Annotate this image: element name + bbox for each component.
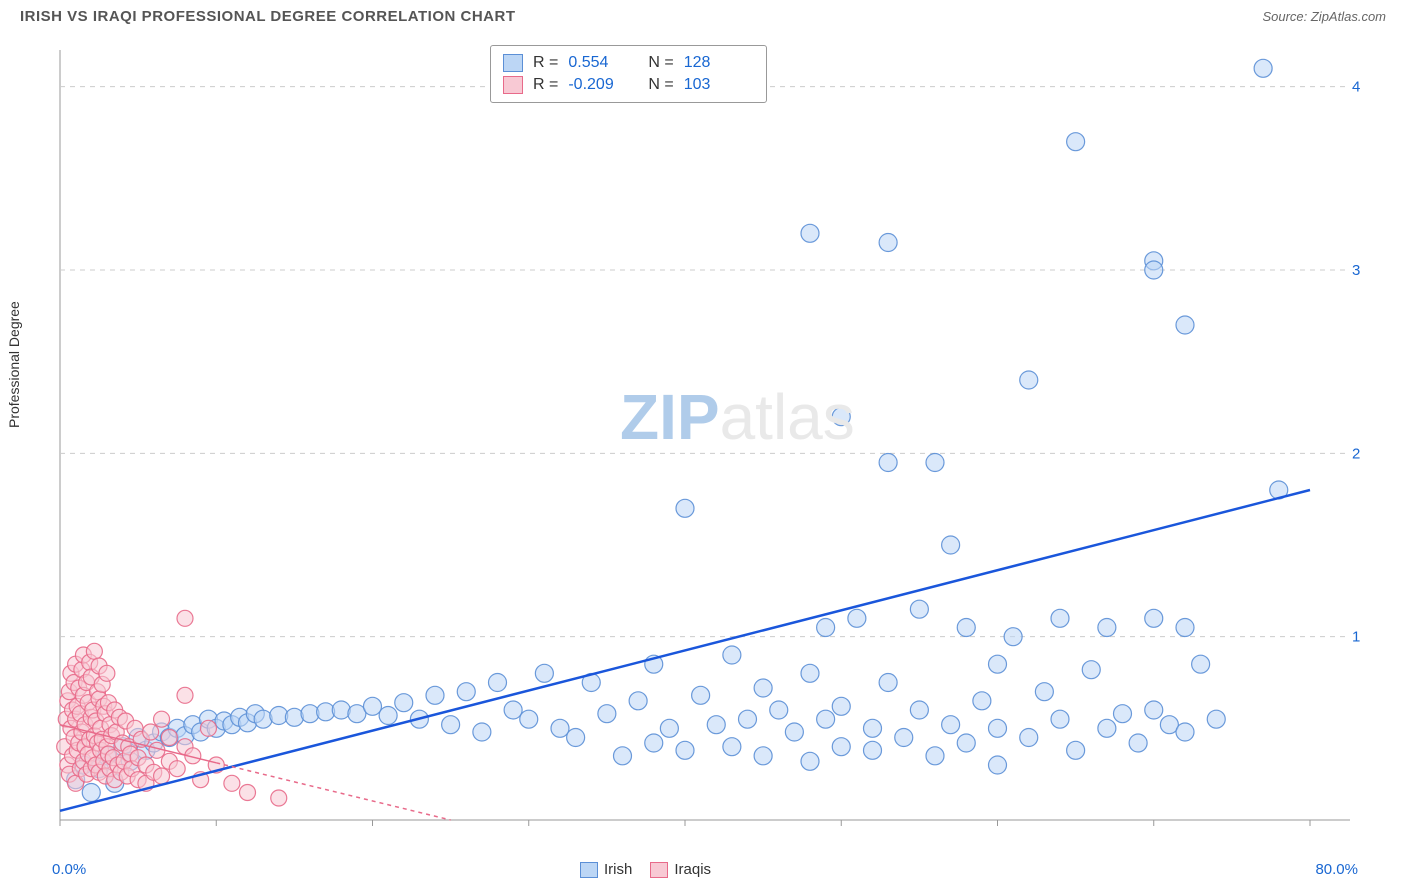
legend-swatch <box>580 862 598 878</box>
legend-n-value: 128 <box>684 54 754 72</box>
chart-area: 10.0% 20.0% 30.0% 40.0% <box>50 40 1360 850</box>
legend-swatch <box>650 862 668 878</box>
legend-swatch <box>503 76 523 94</box>
legend-swatch <box>503 54 523 72</box>
legend-label: Irish <box>604 861 632 878</box>
x-axis-max-label: 80.0% <box>1315 861 1358 878</box>
svg-text:40.0%: 40.0% <box>1352 79 1360 96</box>
legend-row: R = -0.209 N = 103 <box>503 74 754 96</box>
legend-r-value: 0.554 <box>568 54 638 72</box>
source-label: Source: ZipAtlas.com <box>1262 9 1386 24</box>
legend-item: Irish <box>580 861 632 878</box>
legend-r-value: -0.209 <box>568 76 638 94</box>
legend-r-label: R = <box>533 54 558 72</box>
legend-n-label: N = <box>648 54 673 72</box>
x-axis-min-label: 0.0% <box>52 861 86 878</box>
legend-label: Iraqis <box>674 861 711 878</box>
y-axis-label: Professional Degree <box>6 301 22 428</box>
svg-text:20.0%: 20.0% <box>1352 445 1360 462</box>
legend-n-value: 103 <box>684 76 754 94</box>
scatter-chart: 10.0% 20.0% 30.0% 40.0% <box>50 40 1360 850</box>
legend-r-label: R = <box>533 76 558 94</box>
legend-item: Iraqis <box>650 861 711 878</box>
legend-row: R = 0.554 N = 128 <box>503 52 754 74</box>
chart-title: IRISH VS IRAQI PROFESSIONAL DEGREE CORRE… <box>20 8 515 25</box>
svg-text:30.0%: 30.0% <box>1352 262 1360 279</box>
legend-n-label: N = <box>648 76 673 94</box>
series-legend: Irish Iraqis <box>580 861 711 878</box>
svg-text:10.0%: 10.0% <box>1352 629 1360 646</box>
correlation-legend: R = 0.554 N = 128 R = -0.209 N = 103 <box>490 45 767 103</box>
